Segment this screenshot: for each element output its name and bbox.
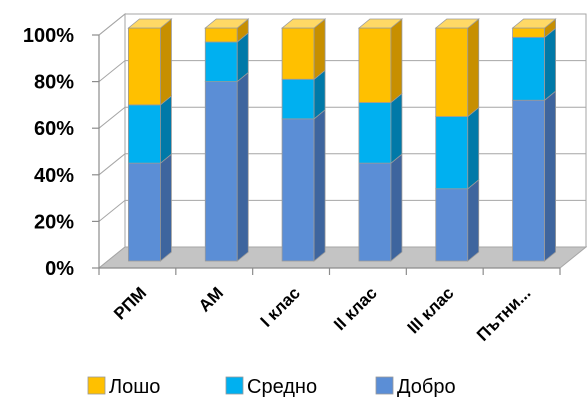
bar-segment — [204, 81, 238, 262]
y-tick-label: 20% — [34, 211, 74, 233]
y-tick-label: 60% — [34, 118, 74, 140]
legend-label: Средно — [247, 376, 317, 398]
y-tick-label: 100% — [23, 25, 74, 47]
x-tick-label: АМ — [195, 283, 227, 315]
bar-top — [127, 18, 173, 29]
bar-top — [511, 18, 557, 29]
bar-segment — [435, 27, 469, 117]
bar-segment-side — [160, 95, 172, 164]
bar-segment — [358, 162, 392, 262]
bar-segment — [128, 27, 161, 106]
bar-segment-side — [390, 153, 403, 262]
x-tick-label: Пътни... — [473, 283, 534, 344]
bar-segment — [512, 27, 545, 38]
bar-segment-side — [390, 18, 403, 104]
bar-top — [204, 18, 250, 29]
bar-segment — [358, 27, 392, 103]
gridline — [98, 60, 586, 82]
legend-swatch — [375, 376, 394, 395]
legend-swatch — [225, 376, 244, 395]
bar-segment — [281, 27, 315, 80]
bar-segment — [512, 36, 545, 101]
y-tick-label: 40% — [34, 165, 74, 187]
side-wall — [98, 12, 126, 270]
x-tick-label: III клас — [404, 283, 458, 337]
bar-segment — [281, 118, 315, 262]
bar-segment — [512, 99, 545, 262]
y-tick-label: 0% — [45, 258, 74, 280]
bar-segment-side — [160, 18, 172, 106]
bar-segment-side — [313, 109, 326, 262]
bar-segment — [204, 27, 238, 43]
x-tick-label: II клас — [330, 283, 381, 334]
bar-top — [280, 18, 327, 29]
legend-swatch — [87, 376, 106, 395]
bar-segment-side — [544, 90, 556, 262]
bar-segment — [128, 162, 161, 262]
bar-segment-side — [467, 106, 480, 190]
bar-segment — [128, 104, 161, 164]
y-tick-label: 80% — [34, 72, 74, 94]
bar-segment-side — [467, 178, 480, 262]
bar-segment — [435, 188, 469, 262]
bar-segment-side — [544, 27, 556, 102]
legend-label: Добро — [397, 376, 456, 398]
bar-segment-side — [160, 153, 172, 262]
gridline — [98, 106, 586, 129]
bar-segment — [435, 116, 469, 190]
bar-segment — [358, 102, 392, 164]
bar-top — [357, 18, 404, 29]
x-tick-label: I клас — [257, 283, 304, 330]
gridline — [98, 13, 586, 36]
bar-segment-side — [313, 18, 326, 81]
x-tick-label: РПМ — [110, 283, 150, 323]
bar-segment-side — [236, 71, 249, 262]
bar-segment — [204, 41, 238, 82]
gridline — [98, 199, 586, 222]
bar-segment-side — [467, 18, 480, 118]
bar-top — [434, 18, 480, 29]
legend-label: Лошо — [109, 376, 160, 398]
gridline — [98, 153, 586, 176]
bar-segment — [281, 78, 315, 120]
bar-segment-side — [390, 92, 403, 164]
